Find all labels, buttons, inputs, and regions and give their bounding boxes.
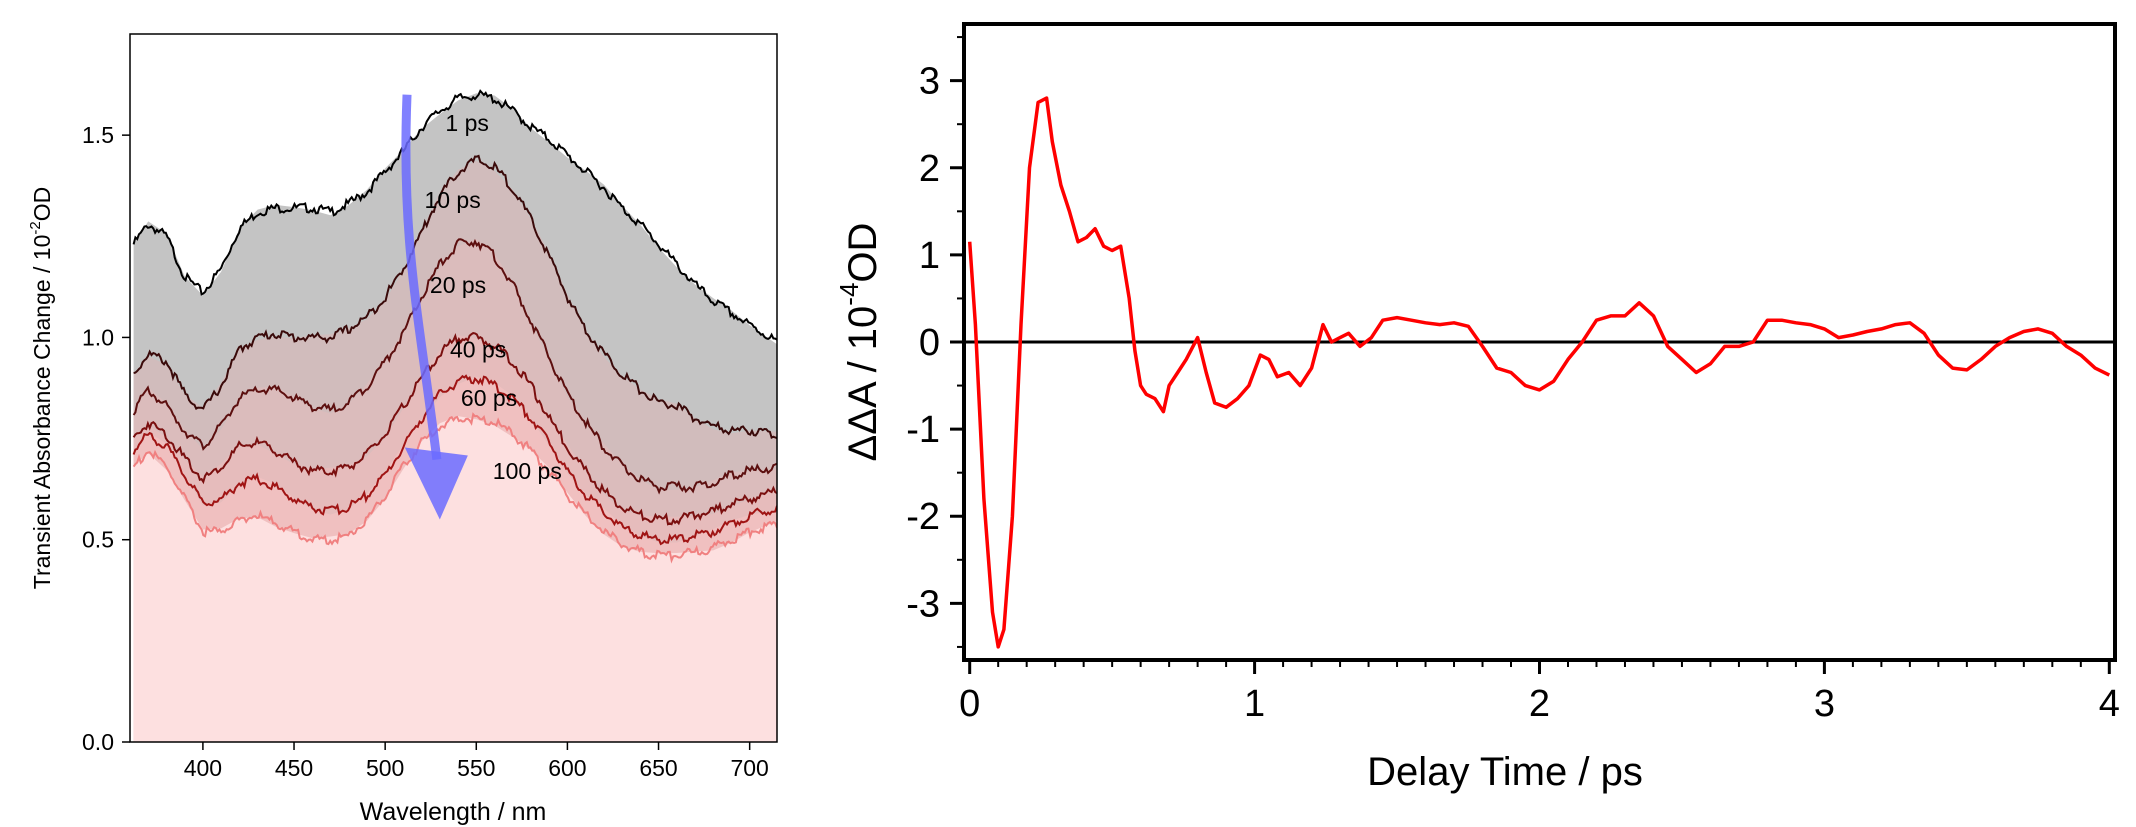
left-annotations: 1 ps 10 ps 20 ps 40 ps 60 ps 100 ps — [424, 110, 561, 484]
right-x-tick-label: 2 — [1529, 683, 1550, 725]
left-y-axis-label-exponent: -2 — [27, 221, 44, 234]
right-y-tick-label: -3 — [906, 583, 940, 625]
left-x-tick-label: 500 — [366, 755, 404, 781]
right-x-tick-label: 0 — [959, 683, 980, 725]
left-y-tick-label: 1.0 — [82, 324, 114, 350]
series-label: 1 ps — [445, 110, 488, 136]
left-series-lines — [132, 89, 777, 564]
left-chart: 400 450 500 550 600 650 700 0.00.51.01.5 1 ps1… — [27, 33, 778, 826]
right-x-axis-label: Delay Time / ps — [1367, 750, 1643, 794]
left-x-tick-label: 700 — [730, 755, 768, 781]
left-x-ticks: 400 450 500 550 600 650 700 — [184, 742, 769, 781]
right-x-tick-label: 1 — [1244, 683, 1265, 725]
left-x-tick-label: 450 — [275, 755, 313, 781]
arrow-head — [404, 447, 468, 520]
right-x-ticks: 0 1 2 3 4 — [959, 660, 2120, 725]
series-label: 40 ps — [450, 337, 506, 363]
series-label: 60 ps — [461, 385, 517, 411]
right-y-axis-label-text: ΔΔA / 10 — [841, 306, 885, 462]
left-y-axis-label-unit: OD — [29, 187, 55, 222]
right-y-axis-label-unit: OD — [841, 223, 885, 283]
right-y-tick-label: 1 — [919, 235, 940, 277]
left-y-axis-label: Transient Absorbance Change / 10-2OD — [27, 187, 55, 589]
series-line-40-ps — [132, 332, 777, 526]
series-line-60-ps — [132, 374, 777, 546]
right-y-axis-label: ΔΔA / 10-4OD — [834, 223, 885, 462]
series-line-100-ps — [132, 412, 777, 564]
right-y-tick-label: 2 — [919, 148, 940, 190]
left-x-tick-label: 400 — [184, 755, 222, 781]
right-x-tick-label: 4 — [2099, 683, 2120, 725]
right-y-tick-label: 0 — [919, 322, 940, 364]
left-x-tick-label: 550 — [457, 755, 495, 781]
right-y-ticks: -3 -2 -1 0 1 2 3 — [906, 36, 964, 648]
left-area-fills — [133, 93, 777, 742]
right-series-line — [967, 96, 2111, 649]
right-x-tick-label: 3 — [1814, 683, 1835, 725]
left-x-axis-label: Wavelength / nm — [360, 798, 547, 826]
right-y-tick-label: -2 — [906, 496, 940, 538]
left-y-tick-label: 1.5 — [82, 122, 114, 148]
series-label: 10 ps — [424, 187, 480, 213]
left-plot-frame — [129, 33, 778, 743]
series-line-1-ps — [132, 89, 777, 341]
area-100-ps — [133, 416, 777, 742]
left-y-tick-label: 0.0 — [82, 729, 114, 755]
right-y-tick-label: -1 — [906, 409, 940, 451]
right-chart: 0 1 2 3 4 -3 -2 -1 0 1 2 3 Delay Time / ps ΔΔA / 1… — [834, 22, 2120, 794]
series-line-10-ps — [133, 154, 777, 440]
left-y-tick-label: 0.5 — [82, 527, 114, 553]
series-label: 100 ps — [493, 458, 562, 484]
series-line-20-ps — [132, 238, 777, 495]
decay-arrow — [401, 94, 468, 520]
left-y-axis-label-text: Transient Absorbance Change / 10 — [29, 235, 55, 590]
delta-delta-a-trace — [967, 96, 2111, 649]
arrow-shaft — [401, 94, 442, 461]
left-x-tick-label: 600 — [548, 755, 586, 781]
left-x-tick-label: 650 — [639, 755, 677, 781]
series-label: 20 ps — [430, 272, 486, 298]
right-y-axis-label-exponent: -4 — [834, 283, 864, 306]
right-y-tick-label: 3 — [919, 61, 940, 103]
left-y-ticks: 0.0 0.5 1.0 1.5 — [82, 122, 130, 755]
